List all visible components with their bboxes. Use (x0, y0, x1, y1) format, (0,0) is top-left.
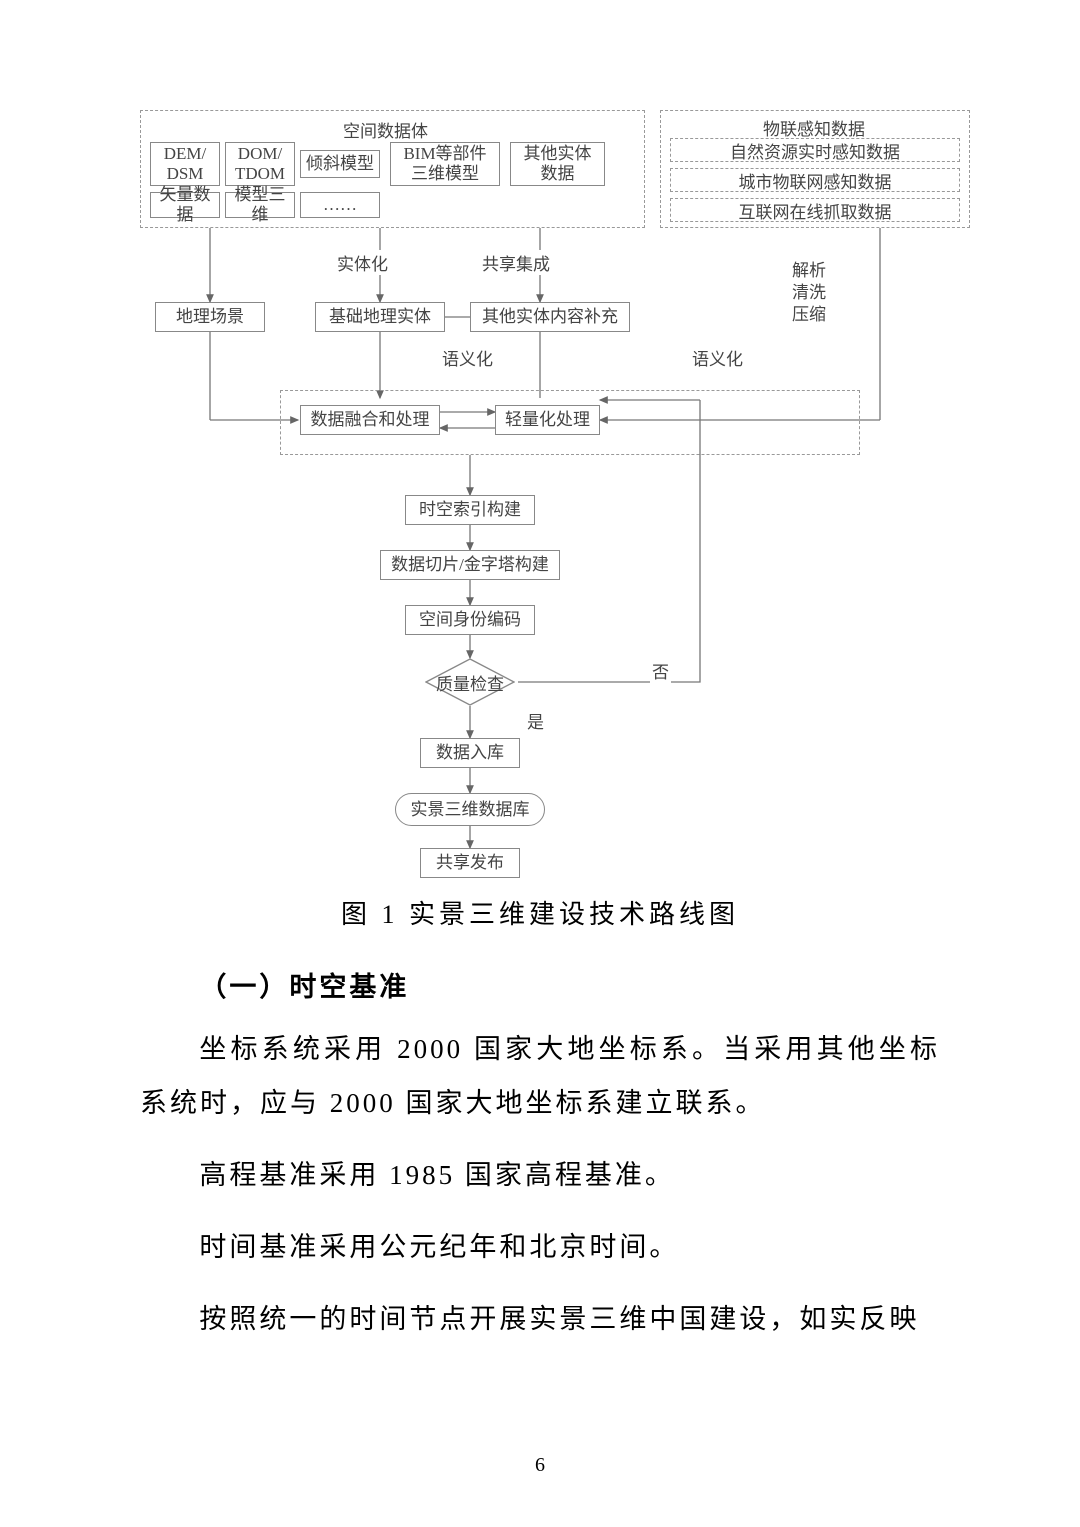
node-bim-3d: BIM等部件 三维模型 (390, 142, 500, 186)
node-basic-geo-entity: 基础地理实体 (315, 302, 445, 332)
paragraph-2: 高程基准采用 1985 国家高程基准。 (140, 1148, 940, 1202)
node-model-3d: 模型三维 (225, 192, 295, 218)
node-other-entity-data: 其他实体 数据 (510, 142, 605, 186)
node-vector: 矢量数据 (150, 192, 220, 218)
edge-label-semantic-2: 语义化 (690, 345, 745, 370)
group-spatial-title: 空间数据体 (341, 117, 430, 142)
page-number: 6 (0, 1454, 1080, 1477)
edge-label-parse-clean: 解析 清洗 压缩 (790, 260, 828, 326)
group-iot-title: 物联感知数据 (761, 115, 867, 140)
node-data-fusion: 数据融合和处理 (300, 405, 440, 435)
node-3d-db: 实景三维数据库 (395, 793, 545, 826)
node-geo-scene: 地理场景 (155, 302, 265, 332)
node-iot-natural: 自然资源实时感知数据 (670, 138, 960, 162)
section-heading-1: （一）时空基准 (140, 965, 940, 1004)
node-publish: 共享发布 (420, 848, 520, 878)
edge-label-yes: 是 (525, 708, 546, 733)
node-iot-internet: 互联网在线抓取数据 (670, 198, 960, 222)
page: 空间数据体 物联感知数据 DEM/ DSM DOM/ TDOM 倾斜模型 BIM… (0, 0, 1080, 1527)
paragraph-4: 按照统一的时间节点开展实景三维中国建设，如实反映 (140, 1292, 940, 1346)
node-lightweight: 轻量化处理 (495, 405, 600, 435)
node-data-store: 数据入库 (420, 738, 520, 768)
node-spatial-id: 空间身份编码 (405, 605, 535, 635)
node-oblique-model: 倾斜模型 (300, 150, 380, 178)
flowchart: 空间数据体 物联感知数据 DEM/ DSM DOM/ TDOM 倾斜模型 BIM… (140, 110, 970, 880)
node-quality-check: 质量检查 (425, 658, 515, 706)
node-dem-dsm: DEM/ DSM (150, 142, 220, 186)
qc-label: 质量检查 (425, 658, 515, 706)
node-dom-tdom: DOM/ TDOM (225, 142, 295, 186)
node-iot-city: 城市物联网感知数据 (670, 168, 960, 192)
node-tiling: 数据切片/金字塔构建 (380, 550, 560, 580)
edge-label-semantic-1: 语义化 (440, 345, 495, 370)
edge-label-no: 否 (650, 658, 671, 683)
node-ellipsis: …… (300, 192, 380, 218)
edge-label-share: 共享集成 (480, 250, 552, 275)
node-st-index: 时空索引构建 (405, 495, 535, 525)
paragraph-3: 时间基准采用公元纪年和北京时间。 (140, 1220, 940, 1274)
paragraph-1: 坐标系统采用 2000 国家大地坐标系。当采用其他坐标系统时，应与 2000 国… (140, 1022, 940, 1130)
figure-caption: 图 1 实景三维建设技术路线图 (140, 894, 940, 931)
edge-label-entitize: 实体化 (335, 250, 390, 275)
node-other-entity-sup: 其他实体内容补充 (470, 302, 630, 332)
